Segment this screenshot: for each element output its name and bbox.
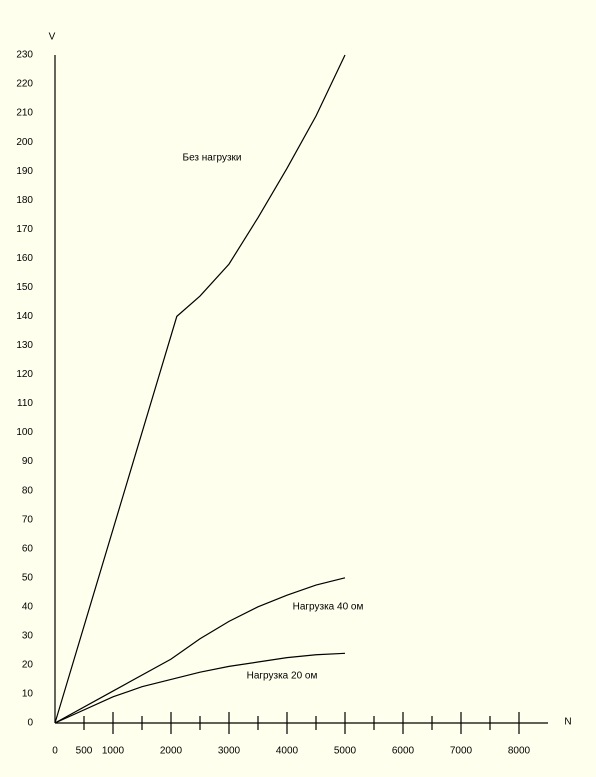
x-axis-label: N — [564, 717, 571, 728]
x-tick-label: 5000 — [334, 746, 357, 757]
y-tick-label: 0 — [27, 718, 33, 729]
y-tick-label: 130 — [16, 340, 33, 351]
x-tick-label: 0 — [52, 746, 58, 757]
x-tick-label: 4000 — [276, 746, 299, 757]
y-tick-label: 200 — [16, 137, 33, 148]
x-tick-label: 500 — [76, 746, 93, 757]
y-tick-label: 230 — [16, 50, 33, 61]
y-tick-label: 110 — [17, 398, 33, 409]
annotation: Нагрузка 20 ом — [247, 671, 318, 682]
y-tick-label: 170 — [16, 224, 33, 235]
line — [54, 577, 346, 724]
y-tick-label: 90 — [22, 456, 34, 467]
annotation: Без нагрузки — [183, 153, 242, 164]
x-tick-label: 7000 — [450, 746, 473, 757]
y-tick-label: 140 — [16, 311, 33, 322]
x-tick-label: 1000 — [102, 746, 125, 757]
y-tick-label: 180 — [16, 195, 33, 206]
y-tick-label: 30 — [22, 631, 34, 642]
y-tick-label: 150 — [16, 282, 33, 293]
x-tick-label: 3000 — [218, 746, 241, 757]
y-tick-label: 120 — [16, 369, 33, 380]
y-tick-label: 60 — [22, 543, 34, 554]
annotation: Нагрузка 40 ом — [293, 602, 364, 613]
y-tick-label: 80 — [22, 485, 34, 496]
line — [54, 652, 346, 724]
y-tick-label: 190 — [16, 166, 33, 177]
y-tick-label: 160 — [16, 253, 33, 264]
x-tick-label: 8000 — [508, 746, 531, 757]
y-axis-label: V — [49, 32, 56, 43]
y-tick-label: 20 — [22, 660, 34, 671]
y-tick-label: 10 — [22, 689, 34, 700]
x-tick-label: 6000 — [392, 746, 415, 757]
y-tick-label: 70 — [22, 514, 34, 525]
y-tick-label: 220 — [16, 79, 33, 90]
y-tick-label: 40 — [22, 601, 34, 612]
line — [54, 54, 346, 724]
y-tick-label: 50 — [22, 572, 34, 583]
y-tick-label: 210 — [16, 108, 33, 119]
x-tick-label: 2000 — [160, 746, 183, 757]
y-tick-label: 100 — [16, 427, 33, 438]
